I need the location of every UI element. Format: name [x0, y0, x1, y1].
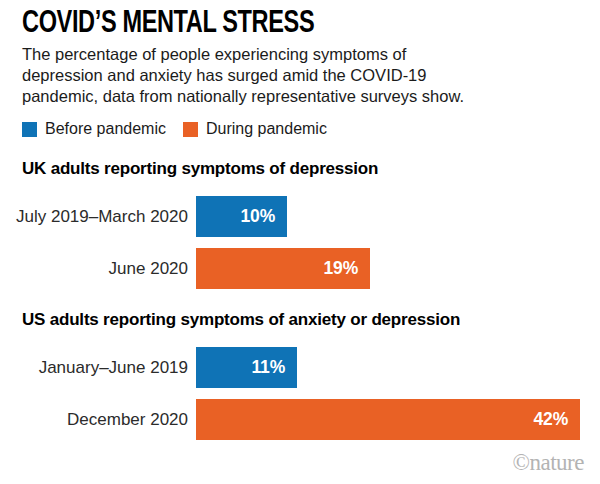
legend: Before pandemic During pandemic: [22, 120, 580, 138]
infographic: COVID’S MENTAL STRESS The percentage of …: [0, 0, 600, 440]
page-title: COVID’S MENTAL STRESS: [22, 6, 580, 39]
bar-row: July 2019–March 2020 10%: [22, 196, 580, 237]
bar-track: 19%: [196, 248, 580, 289]
subtitle-line-1: The percentage of people experiencing sy…: [22, 44, 580, 65]
subtitle: The percentage of people experiencing sy…: [22, 44, 580, 107]
legend-swatch-during-icon: [183, 122, 198, 137]
bar-during-pandemic: 19%: [196, 248, 370, 289]
page-title-text: COVID’S MENTAL STRESS: [22, 6, 314, 39]
bar-category-label: June 2020: [22, 248, 196, 289]
legend-label-before: Before pandemic: [45, 120, 166, 138]
bar-during-pandemic: 42%: [196, 399, 580, 440]
legend-swatch-before-icon: [22, 122, 37, 137]
chart-rows-us: January–June 2019 11% December 2020 42%: [22, 347, 580, 440]
bar-category-label: December 2020: [22, 399, 196, 440]
bar-category-label: January–June 2019: [22, 347, 196, 388]
legend-item-during-pandemic: During pandemic: [183, 120, 327, 138]
chart-section-uk: UK adults reporting symptoms of depressi…: [22, 159, 580, 289]
bar-category-label: July 2019–March 2020: [22, 196, 196, 237]
bar-value-label: 19%: [324, 258, 358, 279]
bar-value-label: 42%: [534, 409, 568, 430]
bar-before-pandemic: 10%: [196, 196, 287, 237]
bar-row: June 2020 19%: [22, 248, 580, 289]
bar-before-pandemic: 11%: [196, 347, 297, 388]
chart-title-us: US adults reporting symptoms of anxiety …: [22, 310, 580, 330]
nature-logo: ©nature: [513, 450, 584, 476]
legend-label-during: During pandemic: [206, 120, 327, 138]
subtitle-line-3: pandemic, data from nationally represent…: [22, 86, 580, 107]
legend-item-before-pandemic: Before pandemic: [22, 120, 166, 138]
bar-row: December 2020 42%: [22, 399, 580, 440]
chart-section-us: US adults reporting symptoms of anxiety …: [22, 310, 580, 440]
bar-row: January–June 2019 11%: [22, 347, 580, 388]
bar-track: 42%: [196, 399, 580, 440]
bar-track: 10%: [196, 196, 580, 237]
subtitle-line-2: depression and anxiety has surged amid t…: [22, 65, 580, 86]
bar-track: 11%: [196, 347, 580, 388]
chart-title-uk: UK adults reporting symptoms of depressi…: [22, 159, 580, 179]
bar-value-label: 11%: [252, 357, 285, 378]
bar-value-label: 10%: [241, 206, 275, 227]
chart-rows-uk: July 2019–March 2020 10% June 2020 19%: [22, 196, 580, 289]
